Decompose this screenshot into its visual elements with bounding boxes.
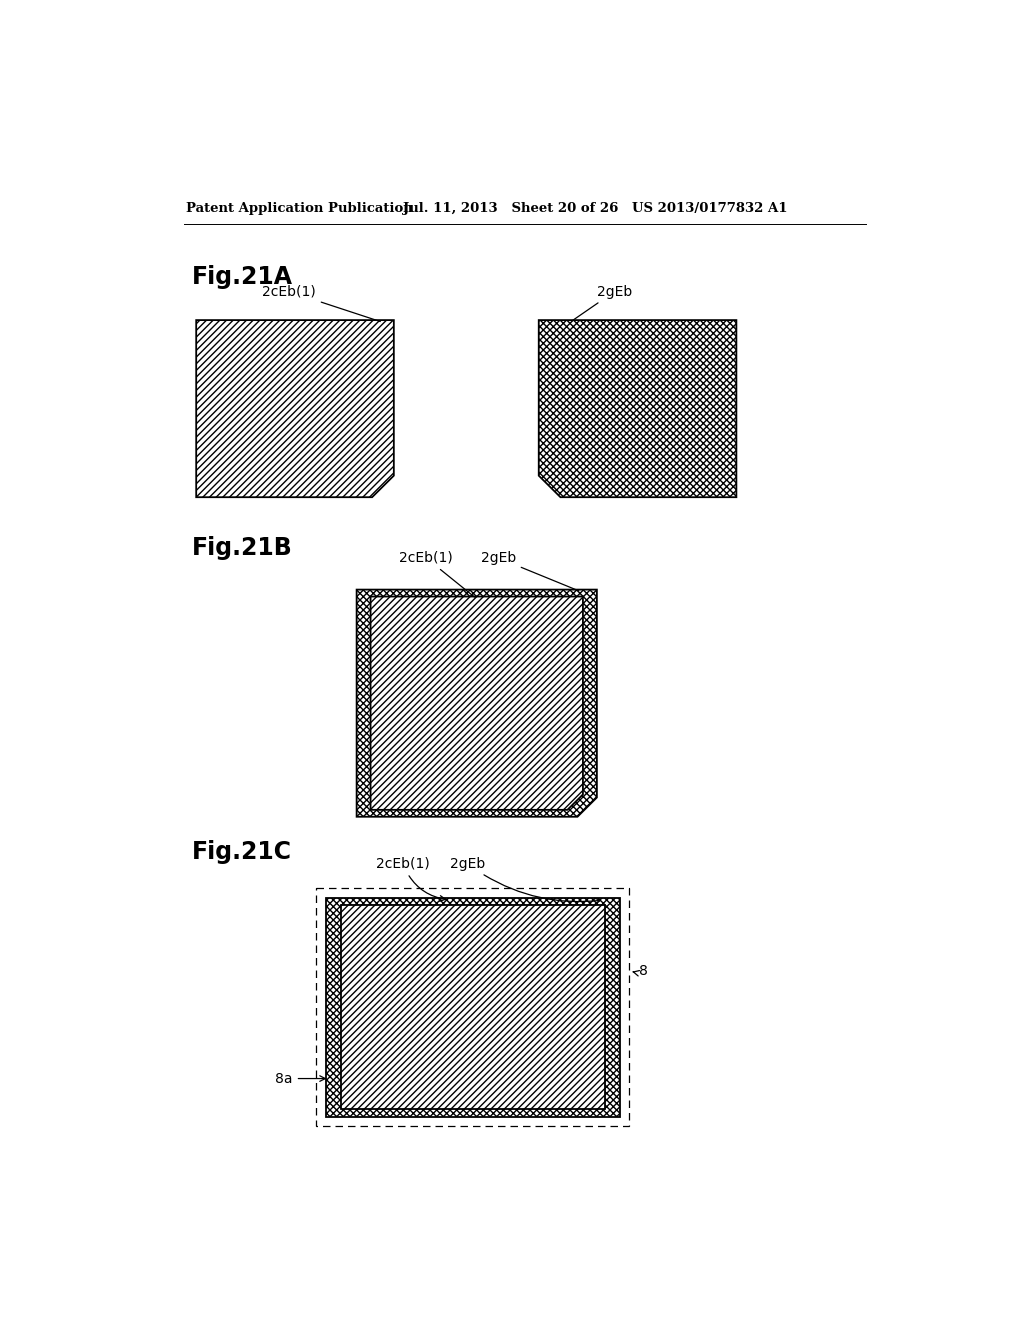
Text: 2cEb(1): 2cEb(1) bbox=[376, 857, 445, 902]
Polygon shape bbox=[371, 597, 583, 810]
Text: US 2013/0177832 A1: US 2013/0177832 A1 bbox=[632, 202, 787, 215]
Polygon shape bbox=[197, 321, 394, 498]
Text: 2cEb(1): 2cEb(1) bbox=[262, 285, 380, 322]
Text: Jul. 11, 2013   Sheet 20 of 26: Jul. 11, 2013 Sheet 20 of 26 bbox=[403, 202, 618, 215]
Text: Fig.21A: Fig.21A bbox=[191, 264, 293, 289]
Text: 2gEb: 2gEb bbox=[450, 857, 600, 904]
Bar bbox=[341, 906, 604, 1109]
Bar bbox=[326, 898, 621, 1117]
Text: 2gEb: 2gEb bbox=[572, 285, 632, 321]
Bar bbox=[316, 888, 630, 1126]
Text: 8a: 8a bbox=[275, 1072, 326, 1085]
Text: 2gEb: 2gEb bbox=[480, 550, 579, 591]
Text: Patent Application Publication: Patent Application Publication bbox=[186, 202, 413, 215]
Text: Fig.21C: Fig.21C bbox=[191, 840, 292, 863]
Polygon shape bbox=[356, 590, 597, 817]
Text: 8: 8 bbox=[633, 964, 647, 978]
Text: Fig.21B: Fig.21B bbox=[191, 536, 292, 560]
Polygon shape bbox=[539, 321, 736, 498]
Text: 2cEb(1): 2cEb(1) bbox=[399, 550, 474, 597]
